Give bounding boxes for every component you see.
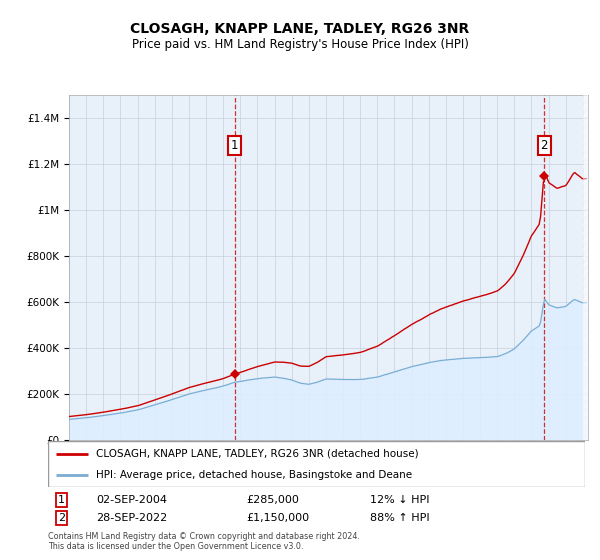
Text: Contains HM Land Registry data © Crown copyright and database right 2024.
This d: Contains HM Land Registry data © Crown c… bbox=[48, 531, 360, 551]
Text: 2: 2 bbox=[58, 514, 65, 524]
Text: 02-SEP-2004: 02-SEP-2004 bbox=[97, 495, 167, 505]
Text: 1: 1 bbox=[231, 139, 238, 152]
Text: CLOSAGH, KNAPP LANE, TADLEY, RG26 3NR (detached house): CLOSAGH, KNAPP LANE, TADLEY, RG26 3NR (d… bbox=[97, 449, 419, 459]
Text: 12% ↓ HPI: 12% ↓ HPI bbox=[370, 495, 430, 505]
Text: £1,150,000: £1,150,000 bbox=[247, 514, 310, 524]
Bar bbox=[583, 95, 588, 440]
Text: 28-SEP-2022: 28-SEP-2022 bbox=[97, 514, 167, 524]
Text: £285,000: £285,000 bbox=[247, 495, 299, 505]
Text: 88% ↑ HPI: 88% ↑ HPI bbox=[370, 514, 430, 524]
FancyBboxPatch shape bbox=[48, 441, 585, 487]
Text: 1: 1 bbox=[58, 495, 65, 505]
Text: 2: 2 bbox=[541, 139, 548, 152]
Text: CLOSAGH, KNAPP LANE, TADLEY, RG26 3NR: CLOSAGH, KNAPP LANE, TADLEY, RG26 3NR bbox=[130, 22, 470, 36]
Text: Price paid vs. HM Land Registry's House Price Index (HPI): Price paid vs. HM Land Registry's House … bbox=[131, 38, 469, 50]
Text: HPI: Average price, detached house, Basingstoke and Deane: HPI: Average price, detached house, Basi… bbox=[97, 470, 412, 480]
